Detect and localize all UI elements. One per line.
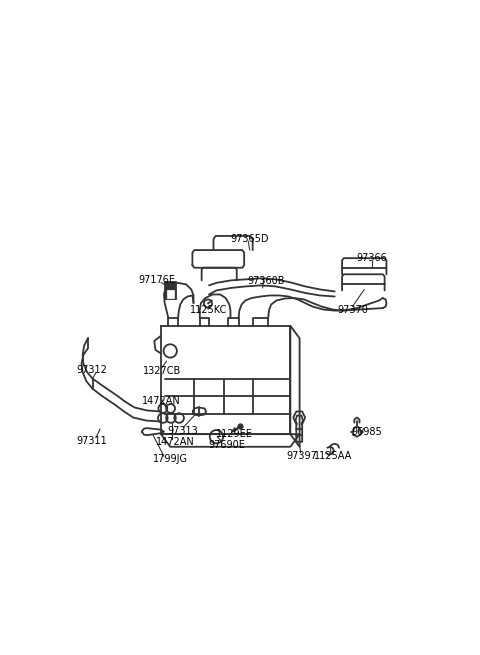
Text: 1472AN: 1472AN bbox=[142, 396, 180, 406]
Text: 97365D: 97365D bbox=[230, 234, 269, 244]
Text: 97366: 97366 bbox=[356, 253, 387, 263]
Text: 97360B: 97360B bbox=[248, 276, 285, 286]
Text: 97312: 97312 bbox=[76, 365, 107, 375]
Text: 97176E: 97176E bbox=[138, 275, 175, 286]
Text: 1472AN: 1472AN bbox=[156, 437, 195, 447]
Text: 96985: 96985 bbox=[352, 426, 383, 437]
Text: 97370: 97370 bbox=[338, 305, 369, 314]
Bar bbox=[167, 290, 174, 297]
Text: 97397: 97397 bbox=[286, 451, 317, 461]
Text: 1799JG: 1799JG bbox=[153, 455, 188, 464]
Bar bbox=[165, 282, 176, 299]
Text: 97311: 97311 bbox=[76, 436, 107, 445]
Text: 1129EE: 1129EE bbox=[216, 428, 252, 439]
Text: 1125KC: 1125KC bbox=[191, 305, 228, 314]
Text: 97690E: 97690E bbox=[208, 440, 245, 450]
Text: 1125AA: 1125AA bbox=[314, 451, 352, 461]
Text: 97313: 97313 bbox=[168, 426, 199, 436]
Text: 1327CB: 1327CB bbox=[143, 366, 181, 376]
